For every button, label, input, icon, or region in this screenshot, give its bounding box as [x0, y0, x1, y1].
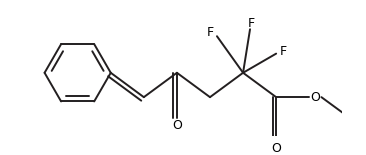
Text: O: O [271, 142, 281, 155]
Text: O: O [172, 119, 182, 132]
Text: F: F [206, 26, 213, 39]
Text: O: O [310, 91, 320, 104]
Text: F: F [248, 17, 255, 30]
Text: F: F [280, 44, 287, 58]
